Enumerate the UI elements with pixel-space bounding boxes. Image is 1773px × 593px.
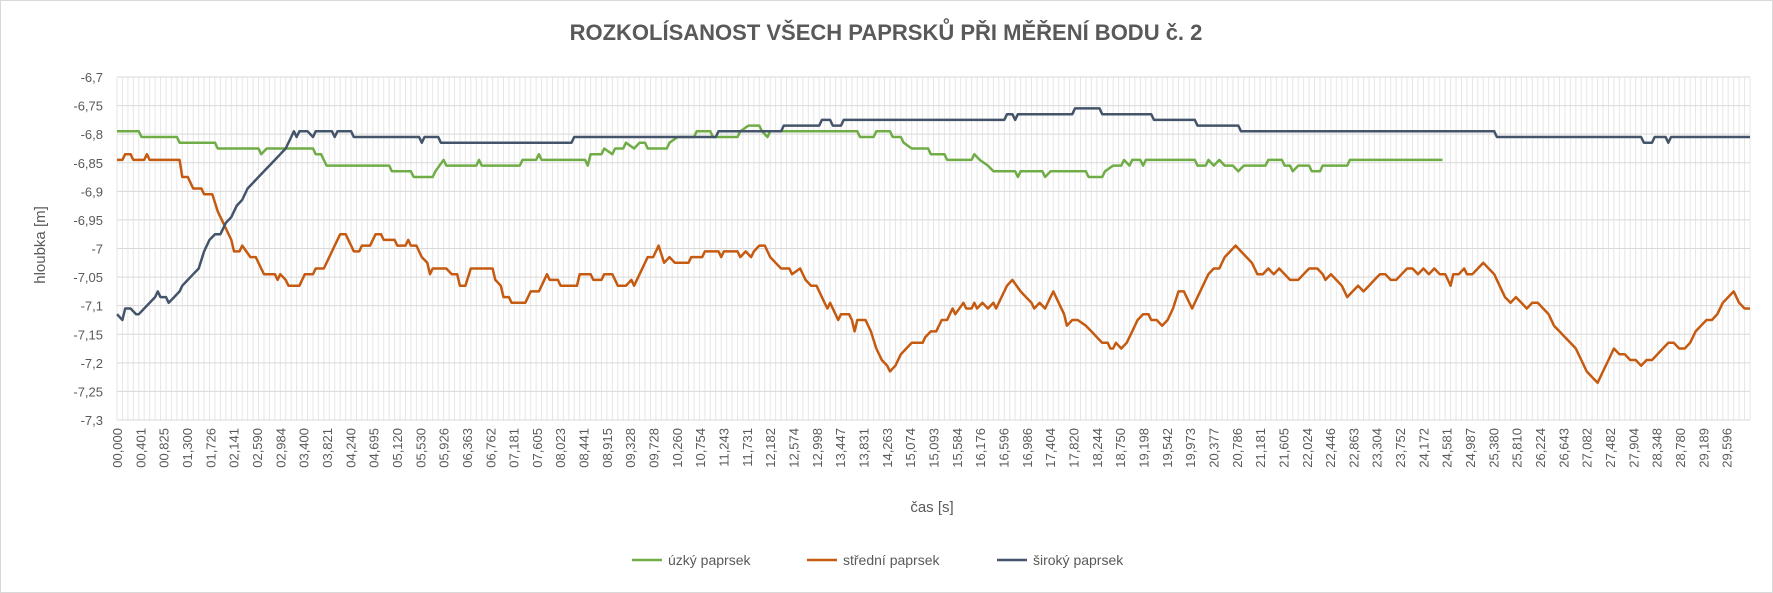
x-tick-label: 24,987 xyxy=(1463,428,1478,468)
x-tick-label: 26,643 xyxy=(1556,428,1571,468)
y-tick-label: -7 xyxy=(91,242,103,257)
x-tick-label: 13,447 xyxy=(833,428,848,468)
x-tick-label: 02,984 xyxy=(273,428,288,468)
x-tick-label: 27,482 xyxy=(1603,428,1618,468)
gridlines xyxy=(116,76,1751,421)
x-tick-label: 08,441 xyxy=(577,428,592,468)
x-tick-label: 11,243 xyxy=(717,428,732,467)
x-tick-label: 18,750 xyxy=(1113,428,1128,468)
x-tick-label: 10,754 xyxy=(693,428,708,468)
x-tick-label: 29,596 xyxy=(1720,428,1735,468)
legend-label: široký paprsek xyxy=(1033,552,1124,568)
x-tick-label: 23,304 xyxy=(1370,428,1385,468)
y-tick-label: -6,85 xyxy=(73,156,103,171)
x-tick-label: 05,926 xyxy=(437,428,452,468)
x-tick-label: 16,596 xyxy=(996,428,1011,468)
chart-title: ROZKOLÍSANOST VŠECH PAPRSKŮ PŘI MĚŘENÍ B… xyxy=(570,17,1203,45)
x-tick-label: 21,605 xyxy=(1276,428,1291,468)
x-tick-label: 08,915 xyxy=(600,428,615,468)
x-tick-label: 04,695 xyxy=(367,428,382,468)
y-tick-label: -7,25 xyxy=(73,384,103,399)
y-tick-label: -6,75 xyxy=(73,99,103,114)
x-tick-label: 17,404 xyxy=(1043,428,1058,468)
x-tick-label: 15,093 xyxy=(927,428,942,468)
x-tick-label: 25,380 xyxy=(1486,428,1501,468)
x-tick-label: 11,731 xyxy=(740,428,755,467)
x-tick-label: 01,300 xyxy=(180,428,195,468)
x-tick-label: 05,530 xyxy=(413,428,428,468)
x-tick-label: 10,260 xyxy=(670,428,685,468)
y-tick-label: -7,15 xyxy=(73,327,103,342)
x-tick-label: 03,400 xyxy=(297,428,312,468)
x-tick-label: 21,181 xyxy=(1253,428,1268,468)
x-tick-label: 09,328 xyxy=(623,428,638,468)
x-tick-label: 15,584 xyxy=(950,428,965,468)
x-tick-label: 27,904 xyxy=(1626,428,1641,468)
y-tick-label: -7,2 xyxy=(81,356,103,371)
x-tick-label: 28,348 xyxy=(1650,428,1665,468)
x-tick-label: 03,821 xyxy=(320,428,335,468)
y-axis-label: hloubka [m] xyxy=(32,206,49,284)
x-tick-label: 13,831 xyxy=(857,428,872,468)
x-tick-label: 22,863 xyxy=(1346,428,1361,468)
x-tick-label: 15,074 xyxy=(903,428,918,468)
series-line xyxy=(116,107,1750,322)
x-tick-label: 00,401 xyxy=(133,428,148,468)
x-tick-label: 01,726 xyxy=(203,428,218,468)
x-tick-label: 20,786 xyxy=(1230,428,1245,468)
x-tick-label: 12,574 xyxy=(787,428,802,468)
series-line xyxy=(117,152,1750,385)
x-tick-label: 26,224 xyxy=(1533,428,1548,468)
x-tick-label: 22,446 xyxy=(1323,428,1338,468)
x-tick-label: 05,120 xyxy=(390,428,405,468)
x-tick-label: 00,825 xyxy=(157,428,172,468)
x-tick-label: 09,728 xyxy=(647,428,662,468)
x-tick-label: 27,082 xyxy=(1580,428,1595,468)
x-tick-label: 24,581 xyxy=(1440,428,1455,468)
x-tick-label: 19,198 xyxy=(1136,428,1151,468)
y-tick-label: -7,1 xyxy=(81,299,103,314)
x-tick-label: 19,542 xyxy=(1160,428,1175,468)
x-tick-label: 18,244 xyxy=(1090,428,1105,468)
x-axis-label: čas [s] xyxy=(910,499,953,516)
y-tick-label: -6,8 xyxy=(81,127,103,142)
x-tick-label: 19,973 xyxy=(1183,428,1198,468)
x-tick-label: 17,820 xyxy=(1066,428,1081,468)
x-tick-label: 25,810 xyxy=(1510,428,1525,468)
x-tick-label: 06,363 xyxy=(460,428,475,468)
x-tick-label: 24,172 xyxy=(1416,428,1431,468)
x-tick-label: 20,377 xyxy=(1206,428,1221,468)
y-axis-ticks: -6,7 -6,75 -6,8 -6,85 -6,9 -6,95 -7 -7,05 -7,1 -7… xyxy=(73,70,103,428)
x-tick-label: 12,998 xyxy=(810,428,825,468)
x-tick-label: 16,986 xyxy=(1020,428,1035,468)
x-tick-label: 23,752 xyxy=(1393,428,1408,468)
x-tick-label: 00,000 xyxy=(110,428,125,468)
x-tick-label: 22,024 xyxy=(1300,428,1315,468)
x-tick-label: 06,762 xyxy=(483,428,498,468)
x-tick-label: 08,023 xyxy=(553,428,568,468)
y-tick-label: -6,9 xyxy=(81,184,103,199)
y-tick-label: -7,3 xyxy=(81,413,103,428)
y-tick-label: -7,05 xyxy=(73,270,103,285)
y-tick-label: -6,95 xyxy=(73,213,103,228)
y-tick-label: -6,7 xyxy=(81,70,103,85)
x-axis-ticks: 00,000 00,401 00,825 01,300 01,726 02,141 02,5… xyxy=(110,428,1735,468)
x-tick-label: 16,176 xyxy=(973,428,988,468)
x-tick-label: 02,141 xyxy=(227,428,242,468)
x-tick-label: 04,240 xyxy=(343,428,358,468)
x-tick-label: 28,780 xyxy=(1673,428,1688,468)
legend-label: úzký paprsek xyxy=(668,552,751,568)
x-tick-label: 02,590 xyxy=(250,428,265,468)
x-tick-label: 14,263 xyxy=(880,428,895,468)
x-tick-label: 29,189 xyxy=(1696,428,1711,468)
legend: úzký paprsek střední paprsek široký paprse… xyxy=(632,552,1124,568)
x-tick-label: 07,181 xyxy=(507,428,522,468)
series-lines xyxy=(116,107,1750,385)
legend-label: střední paprsek xyxy=(843,552,940,568)
x-tick-label: 07,605 xyxy=(530,428,545,468)
series-line xyxy=(117,124,1443,179)
x-tick-label: 12,182 xyxy=(763,428,778,468)
